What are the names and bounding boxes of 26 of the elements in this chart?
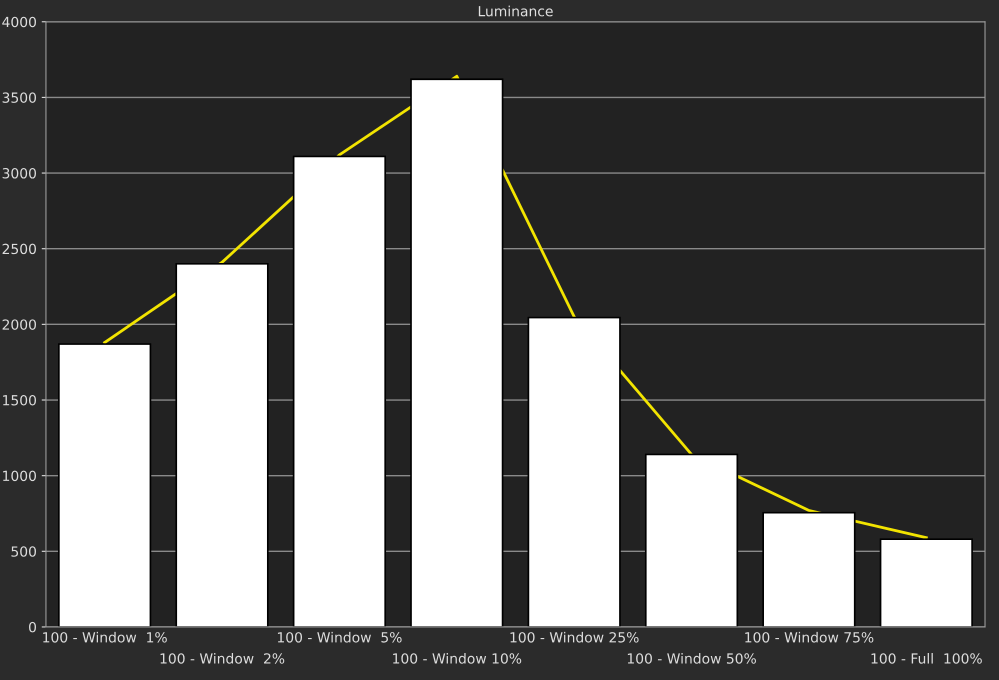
y-tick-label: 3000 xyxy=(2,168,36,179)
bar xyxy=(58,343,152,627)
y-tick-label: 1500 xyxy=(3,394,36,406)
x-tick-label: 100 - Window 75% xyxy=(745,632,874,643)
x-tick-label: 100 - Window 50% xyxy=(628,653,756,664)
bar xyxy=(175,263,269,627)
x-tick-label: 100 - Window 1% xyxy=(43,632,167,643)
bar xyxy=(644,454,738,627)
y-tick-label: 500 xyxy=(11,546,36,557)
bar xyxy=(292,156,386,627)
x-tick-label: 100 - Window 10% xyxy=(393,653,522,664)
x-tick-label: 100 - Window 5% xyxy=(278,632,402,643)
chart-title: Luminance xyxy=(478,6,553,16)
x-tick-label: 100 - Window 2% xyxy=(160,653,284,664)
y-tick-label: 1000 xyxy=(3,470,36,482)
bar xyxy=(528,316,621,627)
x-tick-label: 100 - Window 25% xyxy=(510,632,639,643)
y-tick-label: 2000 xyxy=(2,319,36,330)
y-tick-label: 2500 xyxy=(2,244,36,254)
bar xyxy=(762,512,856,627)
bar xyxy=(880,538,973,627)
y-tick-label: 3500 xyxy=(2,92,36,103)
y-tick-label: 4000 xyxy=(2,16,36,28)
y-tick-label: 0 xyxy=(29,622,36,632)
x-tick-label: 100 - Full 100% xyxy=(872,653,982,664)
bar xyxy=(410,78,504,627)
